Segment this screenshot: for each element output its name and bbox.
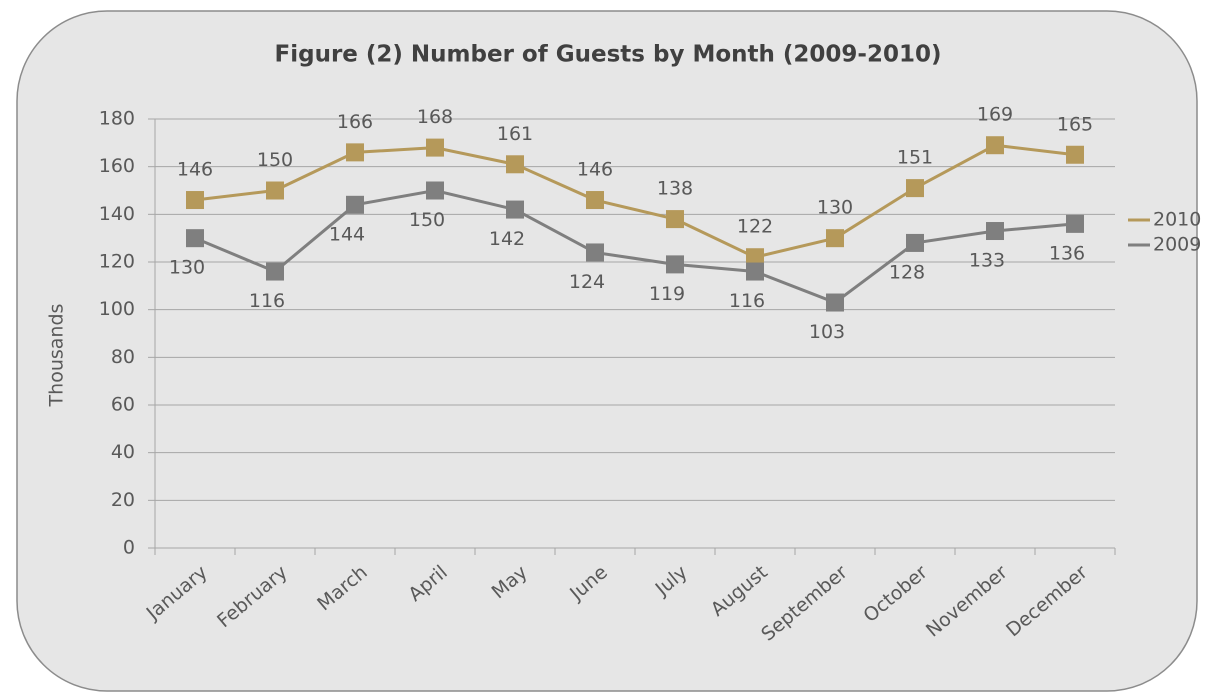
y-tick-label: 0	[123, 537, 135, 559]
data-label: 168	[417, 106, 453, 128]
marker	[586, 191, 604, 210]
y-tick-label: 40	[111, 441, 135, 463]
y-tick-label: 20	[111, 489, 135, 511]
data-label: 122	[737, 216, 773, 238]
marker	[1066, 214, 1084, 233]
data-label: 166	[337, 111, 373, 133]
marker	[986, 136, 1004, 155]
marker	[506, 155, 524, 174]
y-tick-label: 100	[99, 298, 135, 320]
data-label: 103	[809, 321, 845, 343]
y-tick-label: 160	[99, 155, 135, 177]
marker	[586, 243, 604, 262]
marker	[826, 293, 844, 312]
chart-title: Figure (2) Number of Guests by Month (20…	[275, 42, 942, 68]
y-axis-label: Thousands	[46, 304, 68, 408]
marker	[426, 181, 444, 200]
data-label: 133	[969, 250, 1005, 272]
marker	[666, 210, 684, 229]
marker	[1066, 145, 1084, 164]
data-label: 136	[1049, 242, 1085, 264]
marker	[746, 248, 764, 267]
marker	[826, 229, 844, 248]
marker	[426, 138, 444, 157]
marker	[666, 255, 684, 274]
data-label: 119	[649, 283, 685, 305]
series-line	[194, 143, 1076, 259]
data-label: 146	[177, 159, 213, 181]
legend-label: 2010	[1153, 209, 1201, 231]
data-label: 130	[169, 257, 205, 279]
y-tick-label: 140	[99, 203, 135, 225]
data-label: 161	[497, 123, 533, 145]
y-tick-label: 60	[111, 394, 135, 416]
y-tick-label: 120	[99, 251, 135, 273]
marker	[186, 191, 204, 210]
data-label: 138	[657, 178, 693, 200]
marker	[986, 222, 1004, 241]
marker	[266, 262, 284, 281]
data-label: 144	[329, 223, 365, 245]
y-tick-label: 180	[99, 108, 135, 130]
marker	[346, 195, 364, 214]
data-label: 116	[729, 290, 765, 312]
data-label: 142	[489, 228, 525, 250]
marker	[266, 181, 284, 200]
marker	[186, 229, 204, 248]
marker	[906, 233, 924, 252]
data-label: 116	[249, 290, 285, 312]
y-tick-label: 80	[111, 346, 135, 368]
marker	[506, 200, 524, 219]
data-label: 165	[1057, 113, 1093, 135]
marker	[906, 179, 924, 198]
data-label: 130	[817, 197, 853, 219]
marker	[346, 143, 364, 162]
legend-label: 2009	[1153, 234, 1201, 256]
marker	[746, 262, 764, 281]
data-label: 151	[897, 147, 933, 169]
series-line	[194, 188, 1076, 305]
data-label: 146	[577, 159, 613, 181]
data-label: 124	[569, 271, 605, 293]
data-label: 128	[889, 261, 925, 283]
data-label: 150	[257, 149, 293, 171]
data-label: 169	[977, 104, 1013, 126]
data-label: 150	[409, 209, 445, 231]
chart-background	[16, 10, 1198, 692]
